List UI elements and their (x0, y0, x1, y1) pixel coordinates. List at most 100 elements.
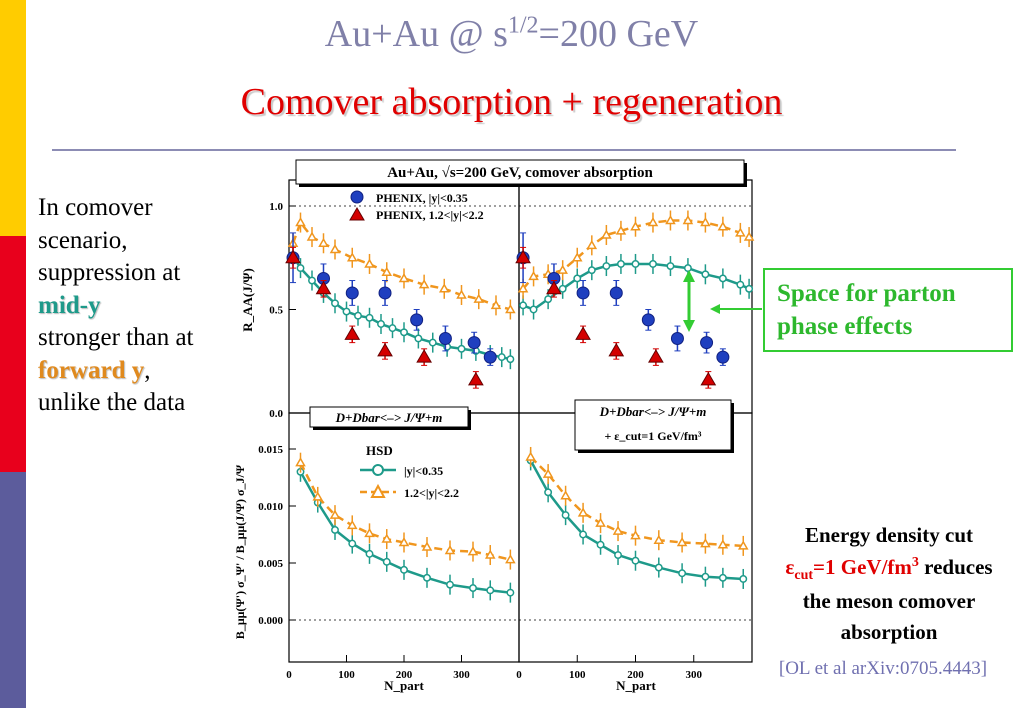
energy-value: =1 GeV/fm (813, 554, 912, 579)
curve-point (528, 270, 539, 281)
legend-marker-phenix-fwd (349, 207, 365, 221)
curve-point (312, 491, 324, 501)
curve-point (561, 511, 570, 520)
curve-point (382, 557, 391, 566)
y-tick-label: 0.000 (258, 615, 283, 627)
curve-point (544, 488, 553, 497)
curve-point (560, 490, 571, 500)
curve-point (682, 214, 694, 225)
curve-point (365, 313, 374, 322)
legend-label-hsd-mid: |y|<0.35 (404, 464, 443, 478)
reference-citation: [OL et al arXiv:0705.4443] (778, 658, 988, 679)
curve-point (743, 231, 755, 241)
curve-point (506, 355, 515, 364)
curve-point (544, 295, 553, 304)
data-point-phenix-fwd (377, 342, 393, 357)
curve-point (505, 303, 516, 314)
legend-title-hsd: HSD (366, 443, 393, 458)
energy-density-note: Energy density cut εcut=1 GeV/fm3 reduce… (760, 520, 1018, 649)
x-tick-label: 100 (569, 669, 586, 681)
data-point-phenix-mid (700, 336, 714, 350)
x-axis-label-right: N_part (616, 678, 656, 693)
curve-point (428, 338, 437, 347)
curve-point (558, 284, 567, 293)
x-tick-label: 100 (338, 669, 355, 681)
legend-label-phenix-mid: PHENIX, |y|<0.35 (376, 191, 468, 205)
legend-marker-hsd-mid (372, 464, 384, 476)
curve-point (388, 324, 397, 333)
curve-point (490, 299, 502, 310)
curve-point (573, 274, 582, 283)
legend-label-hsd-fwd: 1.2<|y|<2.2 (404, 486, 459, 500)
data-point-phenix-mid (467, 336, 481, 350)
curve-point (571, 252, 583, 262)
cube-superscript: 3 (911, 554, 919, 570)
curve-point (329, 243, 341, 254)
left-line-1: In comover (38, 194, 153, 221)
curve-point (529, 305, 538, 314)
curve-point (745, 284, 754, 293)
curve-point (421, 541, 433, 551)
curve-point (398, 536, 410, 547)
top-header-box (295, 159, 745, 185)
curve-point (457, 344, 466, 353)
curve-point (306, 231, 318, 241)
curve-point (519, 301, 528, 310)
curve-point (525, 451, 536, 461)
data-point-phenix-mid (609, 286, 623, 300)
stripe-blue (0, 472, 26, 708)
curve-point (469, 584, 477, 593)
x-axis-label-left: N_part (384, 678, 424, 693)
data-point-phenix-fwd (344, 326, 361, 340)
curve-point (381, 266, 393, 276)
curve-point (467, 546, 479, 556)
bottom-left-header-box-text: D+Dbar<–> J/Ψ+m (335, 410, 443, 425)
data-point-phenix-fwd (608, 342, 625, 357)
data-point-phenix-fwd (468, 371, 484, 386)
curve-point (665, 214, 676, 225)
curve-point (342, 307, 351, 316)
curve-point (735, 227, 746, 237)
curve-point (398, 272, 410, 283)
curve-point (365, 549, 374, 558)
curve-point (678, 569, 687, 578)
data-point-phenix-mid (641, 313, 655, 327)
curve-point (505, 554, 516, 564)
y-tick-label: 1.0 (269, 201, 283, 213)
curve-point (601, 229, 612, 239)
curve-point (484, 549, 496, 559)
curve-point (486, 586, 495, 595)
curve-point (377, 320, 385, 328)
curve-point (295, 217, 306, 227)
y-tick-label: 0.5 (269, 305, 283, 317)
curve-point (736, 280, 745, 289)
forward-y-emphasis: forward y (38, 356, 145, 384)
x-tick-label: 200 (396, 669, 413, 681)
y-axis-label-top: R_AA(J/Ψ) (240, 268, 255, 332)
data-point-phenix-mid (410, 313, 424, 327)
curve-point (654, 563, 663, 572)
curve-point (348, 539, 357, 548)
legend-marker-phenix-mid (350, 190, 364, 204)
curve-point (517, 283, 529, 293)
curve-point (295, 457, 306, 467)
data-point-phenix-mid (378, 286, 392, 300)
stripe-red (0, 236, 26, 472)
curve-point (631, 556, 640, 565)
curve-point (308, 276, 316, 285)
curve-point (414, 334, 423, 343)
x-tick-label: 300 (686, 669, 703, 681)
slide-title: Au+Au @ s1/2=200 GeV (324, 12, 699, 55)
curve-point (331, 525, 339, 534)
data-point-phenix-mid (345, 286, 359, 300)
legend-marker-hsd-fwd (370, 483, 386, 498)
data-point-phenix-mid (483, 350, 497, 364)
curve-point (506, 588, 515, 597)
data-point-phenix-fwd (285, 249, 301, 264)
curve-point (630, 530, 641, 540)
curve-point (296, 264, 305, 273)
curve-point (346, 519, 358, 530)
slide-subtitle: Comover absorption + regeneration (240, 81, 783, 123)
curve-point (577, 507, 589, 517)
left-line-5: unlike the data (38, 389, 186, 416)
